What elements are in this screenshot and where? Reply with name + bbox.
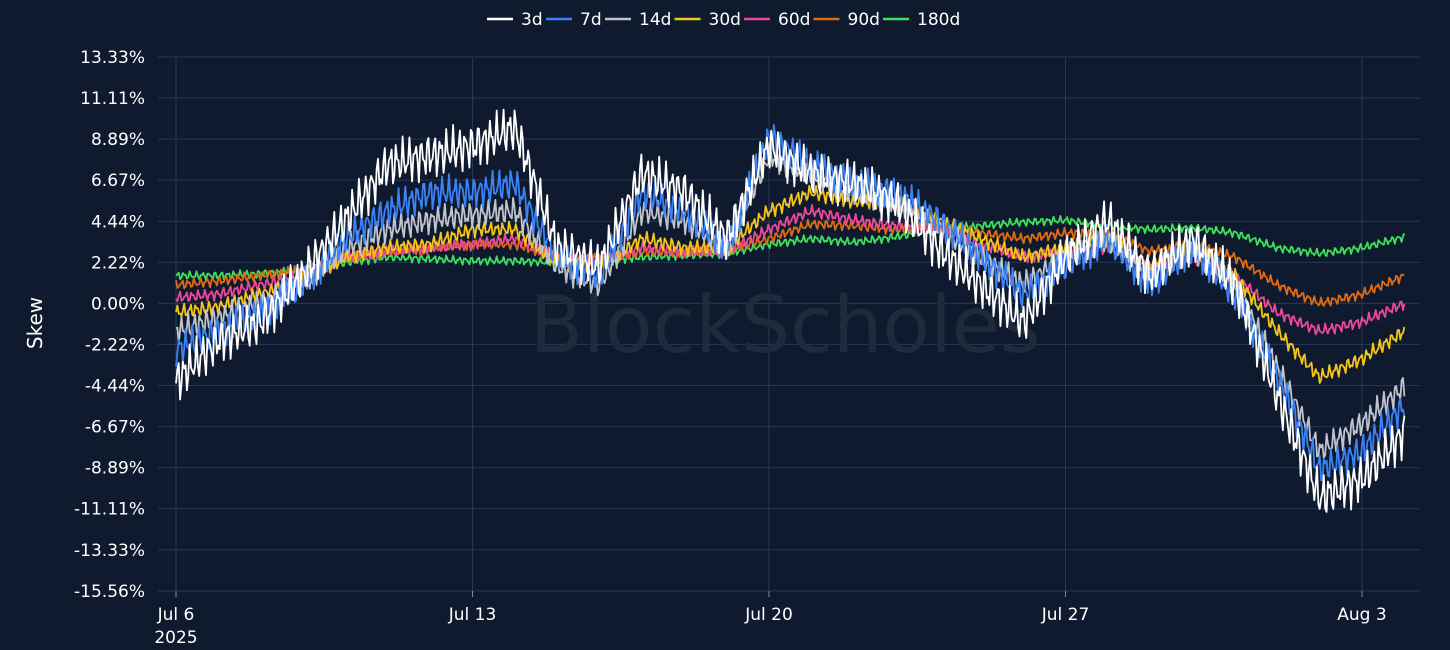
series-line-180d <box>175 215 1406 281</box>
y-tick-label: 0.00% <box>91 294 145 314</box>
y-tick-label: -11.11% <box>74 500 145 520</box>
y-tick-label: -4.44% <box>85 376 145 396</box>
y-tick-label: 11.11% <box>80 89 145 109</box>
x-axis-ticks: 2025 Jul 6 Jul 13 Jul 20 Jul 27 Aug 3 <box>154 605 1386 648</box>
y-tick-label: -6.67% <box>85 418 145 438</box>
x-year-label: 2025 <box>154 628 197 648</box>
y-axis-label: Skew <box>23 297 47 349</box>
x-tick-label: Jul 6 <box>157 605 195 625</box>
x-tick-label: Jul 20 <box>744 605 793 625</box>
y-tick-label: 4.44% <box>91 212 145 232</box>
legend-label-60d: 60d <box>778 10 810 30</box>
y-tick-label: 13.33% <box>80 48 145 68</box>
y-tick-label: -8.89% <box>85 459 145 479</box>
y-tick-label: 2.22% <box>91 253 145 273</box>
legend-label-14d: 14d <box>639 10 671 30</box>
legend-label-30d: 30d <box>709 10 741 30</box>
legend-label-90d: 90d <box>848 10 880 30</box>
legend: 3d 7d 14d 30d 60d 90d 180d <box>487 10 960 30</box>
x-tick-label: Jul 27 <box>1041 605 1090 625</box>
y-tick-label: 6.67% <box>91 171 145 191</box>
y-tick-label: -13.33% <box>74 541 145 561</box>
y-tick-label: -2.22% <box>85 335 145 355</box>
series-line-3d <box>175 108 1406 513</box>
y-tick-label: -15.56% <box>74 582 145 602</box>
legend-label-180d: 180d <box>917 10 960 30</box>
x-tick-label: Jul 13 <box>448 605 497 625</box>
y-axis-ticks: 13.33% 11.11% 8.89% 6.67% 4.44% 2.22% 0.00% -2.… <box>74 48 145 602</box>
series-lines <box>175 108 1406 513</box>
legend-label-3d: 3d <box>521 10 543 30</box>
legend-label-7d: 7d <box>580 10 602 30</box>
x-tick-label: Aug 3 <box>1337 605 1386 625</box>
watermark: BlockScholes <box>530 281 1041 371</box>
y-tick-label: 8.89% <box>91 130 145 150</box>
